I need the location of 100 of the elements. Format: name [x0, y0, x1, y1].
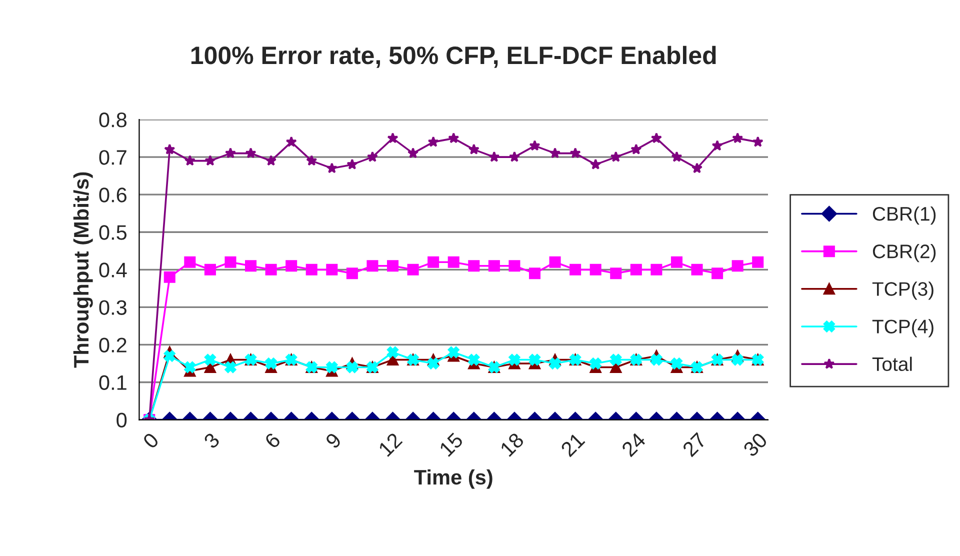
legend-label: TCP(4)	[872, 319, 934, 338]
x-tick-label: 21	[560, 432, 586, 458]
point	[386, 260, 399, 272]
point	[610, 151, 622, 162]
point	[326, 162, 338, 174]
point	[732, 354, 744, 366]
point	[164, 350, 176, 362]
point	[428, 256, 440, 268]
point	[732, 132, 744, 144]
point	[670, 256, 682, 268]
point	[488, 260, 500, 272]
point	[650, 132, 662, 144]
point	[224, 361, 236, 374]
point	[752, 256, 764, 268]
point	[712, 268, 724, 280]
point	[590, 264, 602, 276]
point	[650, 264, 662, 276]
point	[428, 358, 440, 370]
point	[386, 346, 399, 358]
point	[549, 256, 561, 268]
point	[286, 136, 297, 147]
point	[204, 264, 216, 276]
x-tick-label: 12	[378, 432, 403, 457]
point	[488, 151, 500, 162]
point	[265, 358, 277, 370]
point	[732, 260, 744, 272]
point	[468, 260, 480, 272]
point	[570, 148, 581, 158]
point	[346, 158, 358, 170]
y-tick-label: 0.7	[99, 150, 126, 165]
legend-label: TCP(3)	[872, 282, 934, 300]
point	[366, 151, 378, 162]
point	[164, 144, 176, 154]
point	[549, 148, 561, 158]
point	[610, 268, 622, 280]
point	[184, 361, 196, 374]
point	[224, 148, 236, 158]
point	[266, 155, 277, 166]
chart-title: 100% Error rate, 50% CFP, ELF-DCF Enabled	[191, 46, 716, 68]
y-tick-label: 0.6	[99, 188, 126, 202]
point	[670, 358, 682, 370]
point	[306, 155, 318, 166]
point	[366, 260, 378, 272]
y-tick-label: 0.8	[99, 112, 126, 128]
point	[590, 158, 602, 170]
x-tick-label: 15	[438, 432, 464, 457]
point	[448, 256, 460, 268]
point	[570, 264, 582, 276]
point	[448, 132, 460, 144]
point	[508, 354, 520, 366]
point	[204, 354, 216, 366]
legend-label: Total	[872, 356, 912, 372]
point	[407, 264, 419, 276]
point	[204, 155, 216, 166]
point	[245, 148, 256, 158]
point	[244, 260, 257, 272]
x-tick-label: 30	[742, 432, 768, 458]
point	[712, 140, 723, 151]
point	[224, 256, 236, 268]
point	[650, 354, 662, 366]
point	[691, 264, 703, 276]
point	[346, 268, 358, 280]
y-tick-label: 0.5	[99, 225, 127, 240]
x-tick-label: 18	[500, 432, 525, 457]
point	[286, 260, 298, 272]
y-tick-label: 0.2	[99, 338, 126, 352]
point	[164, 271, 176, 283]
point	[184, 256, 196, 268]
point	[590, 358, 602, 370]
y-tick-label: 0	[116, 412, 127, 428]
y-tick-label: 0.1	[99, 375, 126, 390]
x-tick-label: 0	[142, 432, 160, 450]
point	[184, 155, 196, 166]
point	[428, 136, 439, 147]
y-tick-label: 0.4	[99, 262, 127, 278]
point	[528, 354, 540, 366]
x-axis-title: Time (s)	[414, 469, 492, 489]
point	[630, 264, 642, 276]
legend-label: CBR(2)	[872, 244, 936, 262]
x-tick-label: 6	[264, 432, 282, 450]
x-tick-label: 3	[202, 432, 220, 450]
point	[691, 162, 703, 174]
legend-label: CBR(1)	[872, 206, 936, 225]
point	[326, 264, 338, 276]
point	[468, 354, 480, 366]
point	[265, 264, 277, 276]
point	[671, 151, 682, 162]
point	[610, 354, 622, 366]
point	[468, 144, 480, 154]
x-tick-label: 27	[682, 432, 707, 458]
point	[630, 144, 642, 154]
point	[448, 346, 460, 358]
point	[528, 268, 540, 280]
point	[508, 151, 520, 162]
y-tick-label: 0.3	[99, 300, 126, 315]
point	[306, 264, 318, 276]
point	[529, 140, 540, 151]
point	[387, 132, 398, 144]
x-tick-label: 24	[620, 432, 646, 458]
point	[508, 260, 520, 272]
